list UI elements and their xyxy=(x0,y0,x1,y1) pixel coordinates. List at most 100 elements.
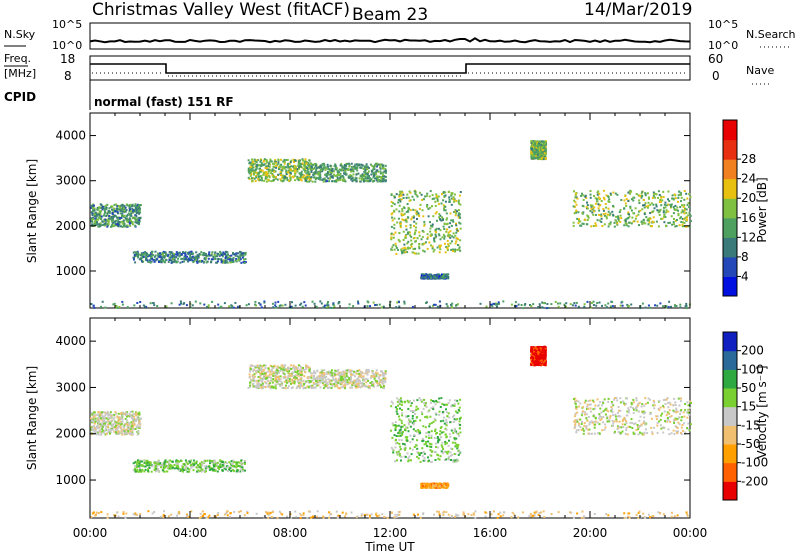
echo-cell xyxy=(534,140,536,143)
echo-cell xyxy=(173,464,176,466)
echo-cell xyxy=(337,171,340,174)
echo-cell xyxy=(107,217,110,220)
echo-cell xyxy=(673,218,675,220)
echo-cell xyxy=(184,252,187,255)
echo-cell xyxy=(145,305,148,308)
echo-cell xyxy=(91,418,94,421)
echo-cell xyxy=(197,260,200,263)
echo-cell xyxy=(291,301,293,304)
echo-cell xyxy=(161,253,164,256)
echo-cell xyxy=(244,258,247,261)
echo-cell xyxy=(330,167,333,170)
echo-cell xyxy=(145,257,148,260)
echo-cell xyxy=(550,303,553,306)
echo-cell xyxy=(380,306,383,309)
echo-cell xyxy=(133,254,136,256)
echo-cell xyxy=(136,417,139,420)
echo-cell xyxy=(293,369,296,372)
echo-cell xyxy=(222,251,225,254)
echo-region-0 xyxy=(90,410,142,436)
echo-cell xyxy=(111,428,114,431)
echo-cell xyxy=(398,210,401,213)
echo-cell xyxy=(403,300,406,303)
echo-cell xyxy=(366,177,369,180)
echo-cell xyxy=(203,303,206,306)
echo-cell xyxy=(364,170,366,173)
echo-cell xyxy=(579,220,582,223)
echo-cell xyxy=(594,214,597,216)
echo-cell xyxy=(652,191,655,194)
echo-cell xyxy=(372,176,375,179)
echo-cell xyxy=(573,199,576,202)
echo-cell xyxy=(168,251,171,253)
echo-cell xyxy=(649,217,652,220)
echo-cell xyxy=(383,179,386,182)
echo-cell xyxy=(291,366,294,369)
echo-cell xyxy=(178,255,181,258)
echo-cell xyxy=(445,212,448,215)
echo-cell xyxy=(425,277,428,280)
echo-cell xyxy=(260,162,263,165)
echo-cell xyxy=(255,161,258,164)
echo-cell xyxy=(326,302,329,305)
echo-cell xyxy=(267,172,270,175)
echo-cell xyxy=(141,464,143,467)
echo-cell xyxy=(315,169,317,172)
echo-cell xyxy=(491,305,494,308)
echo-cell xyxy=(259,179,262,182)
echo-cell xyxy=(181,466,184,469)
echo-cell xyxy=(259,165,262,168)
echo-cell xyxy=(209,462,211,465)
echo-cell xyxy=(117,205,120,208)
echo-cell xyxy=(305,364,307,367)
echo-cell xyxy=(220,258,223,261)
echo-cell xyxy=(343,172,346,175)
echo-cell xyxy=(178,303,181,306)
echo-cell xyxy=(301,158,304,161)
echo-cell xyxy=(335,168,338,171)
echo-cell xyxy=(229,467,232,470)
echo-cell xyxy=(324,166,327,169)
echo-cell xyxy=(129,219,132,222)
echo-cell xyxy=(227,469,229,472)
echo-cell xyxy=(659,201,662,203)
echo-cell xyxy=(324,304,326,307)
echo-cell xyxy=(423,224,426,227)
echo-cell xyxy=(219,459,222,462)
echo-cell xyxy=(106,420,108,423)
echo-cell xyxy=(104,429,107,432)
echo-cell xyxy=(398,194,401,197)
echo-cell xyxy=(230,254,233,257)
echo-cell xyxy=(305,368,307,371)
echo-cell xyxy=(148,259,151,262)
echo-cell xyxy=(414,192,417,195)
echo-cell xyxy=(377,178,380,181)
echo-cell xyxy=(390,232,393,235)
echo-cell xyxy=(229,260,232,262)
echo-cell xyxy=(299,159,302,162)
echo-cell xyxy=(430,233,433,236)
echo-cell xyxy=(136,461,139,463)
echo-cell xyxy=(212,255,215,258)
echo-cell xyxy=(235,252,238,255)
echo-cell xyxy=(363,166,366,169)
echo-cell xyxy=(395,208,398,211)
echo-cell xyxy=(664,216,667,218)
echo-cell xyxy=(199,469,202,472)
echo-cell xyxy=(657,190,660,193)
echo-cell xyxy=(641,195,644,197)
echo-cell xyxy=(237,461,240,464)
echo-cell xyxy=(374,164,377,167)
echo-cell xyxy=(423,250,426,253)
echo-cell xyxy=(648,221,651,224)
echo-cell xyxy=(223,467,226,470)
echo-cell xyxy=(324,179,327,181)
echo-cell xyxy=(451,302,454,305)
echo-cell xyxy=(455,304,457,307)
echo-cell xyxy=(433,237,436,240)
echo-cell xyxy=(444,200,447,203)
echo-cell xyxy=(382,174,384,177)
echo-cell xyxy=(163,256,166,259)
echo-cell xyxy=(356,169,359,172)
echo-cell xyxy=(226,251,229,254)
